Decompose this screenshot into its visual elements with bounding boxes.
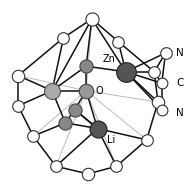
Point (85, 65, 88, 68)
Point (153, 70, 156, 73)
Text: N: N (176, 108, 183, 118)
Text: Li: Li (107, 135, 115, 145)
Point (145, 138, 148, 141)
Point (124, 70, 127, 73)
Text: C: C (176, 78, 183, 88)
Point (87, 172, 90, 175)
Point (64, 121, 67, 124)
Point (17, 104, 20, 107)
Point (117, 40, 120, 43)
Point (164, 51, 167, 54)
Text: N: N (176, 48, 183, 58)
Text: O: O (96, 86, 103, 96)
Point (62, 36, 65, 39)
Point (85, 89, 88, 92)
Point (90, 17, 93, 20)
Point (160, 82, 163, 85)
Point (54, 165, 58, 168)
Text: Zn: Zn (102, 54, 115, 64)
Point (115, 165, 118, 168)
Point (160, 108, 163, 111)
Point (17, 74, 20, 77)
Point (96, 127, 99, 130)
Point (32, 135, 35, 138)
Point (51, 89, 54, 92)
Point (156, 101, 160, 104)
Point (73, 108, 76, 111)
